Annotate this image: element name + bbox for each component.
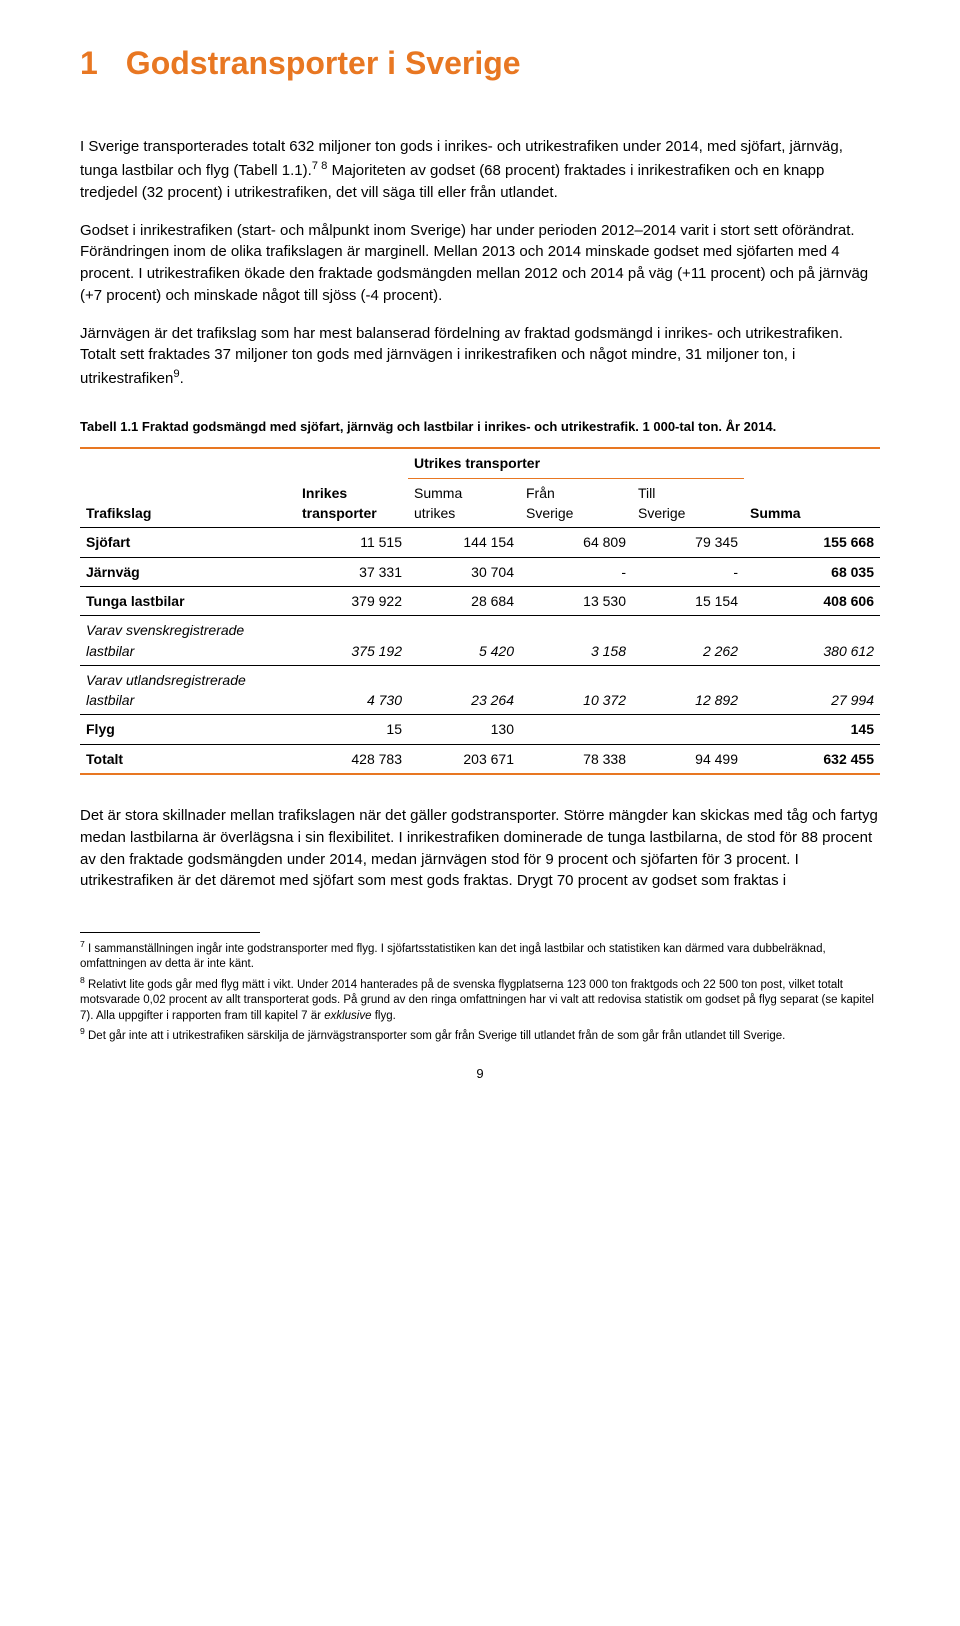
paragraph-3: Järnvägen är det trafikslag som har mest… — [80, 323, 880, 390]
footnotes: 7 I sammanställningen ingår inte godstra… — [80, 939, 880, 1045]
footnote-ref-7-8: 7 8 — [312, 160, 328, 172]
paragraph-1: I Sverige transporterades totalt 632 mil… — [80, 136, 880, 203]
footnote-7: 7 I sammanställningen ingår inte godstra… — [80, 939, 880, 973]
chapter-number: 1 — [80, 45, 98, 81]
table-row: Järnväg37 33130 704--68 035 — [80, 557, 880, 586]
table-caption: Tabell 1.1 Fraktad godsmängd med sjöfart… — [80, 418, 880, 436]
footnote-9: 9 Det går inte att i utrikestrafiken sär… — [80, 1026, 880, 1044]
col-summa: Summa — [744, 448, 880, 527]
table-row: Totalt428 783203 67178 33894 499632 455 — [80, 744, 880, 774]
chapter-title: Godstransporter i Sverige — [126, 45, 521, 81]
page-number: 9 — [80, 1065, 880, 1084]
footnote-8: 8 Relativt lite gods går med flyg mätt i… — [80, 975, 880, 1024]
table-row: Flyg15130145 — [80, 715, 880, 744]
col-inrikes: Inrikestransporter — [296, 448, 408, 527]
page-title: 1 Godstransporter i Sverige — [80, 40, 880, 86]
col-utrikes: Utrikes transporter — [408, 448, 744, 478]
col-trafikslag: Trafikslag — [80, 448, 296, 527]
table-row: Varav utlandsregistrerade lastbilar4 730… — [80, 665, 880, 715]
footnote-rule — [80, 932, 260, 933]
paragraph-2: Godset i inrikestrafiken (start- och mål… — [80, 220, 880, 307]
table-row: Varav svenskregistrerade lastbilar375 19… — [80, 616, 880, 666]
freight-table: Trafikslag Inrikestransporter Utrikes tr… — [80, 447, 880, 775]
subcol-fran: FrånSverige — [520, 478, 632, 528]
table-row: Sjöfart11 515144 15464 80979 345155 668 — [80, 528, 880, 557]
paragraph-4: Det är stora skillnader mellan trafiksla… — [80, 805, 880, 892]
subcol-till: TillSverige — [632, 478, 744, 528]
table-row: Tunga lastbilar379 92228 68413 53015 154… — [80, 586, 880, 615]
subcol-summa-utrikes: Summautrikes — [408, 478, 520, 528]
